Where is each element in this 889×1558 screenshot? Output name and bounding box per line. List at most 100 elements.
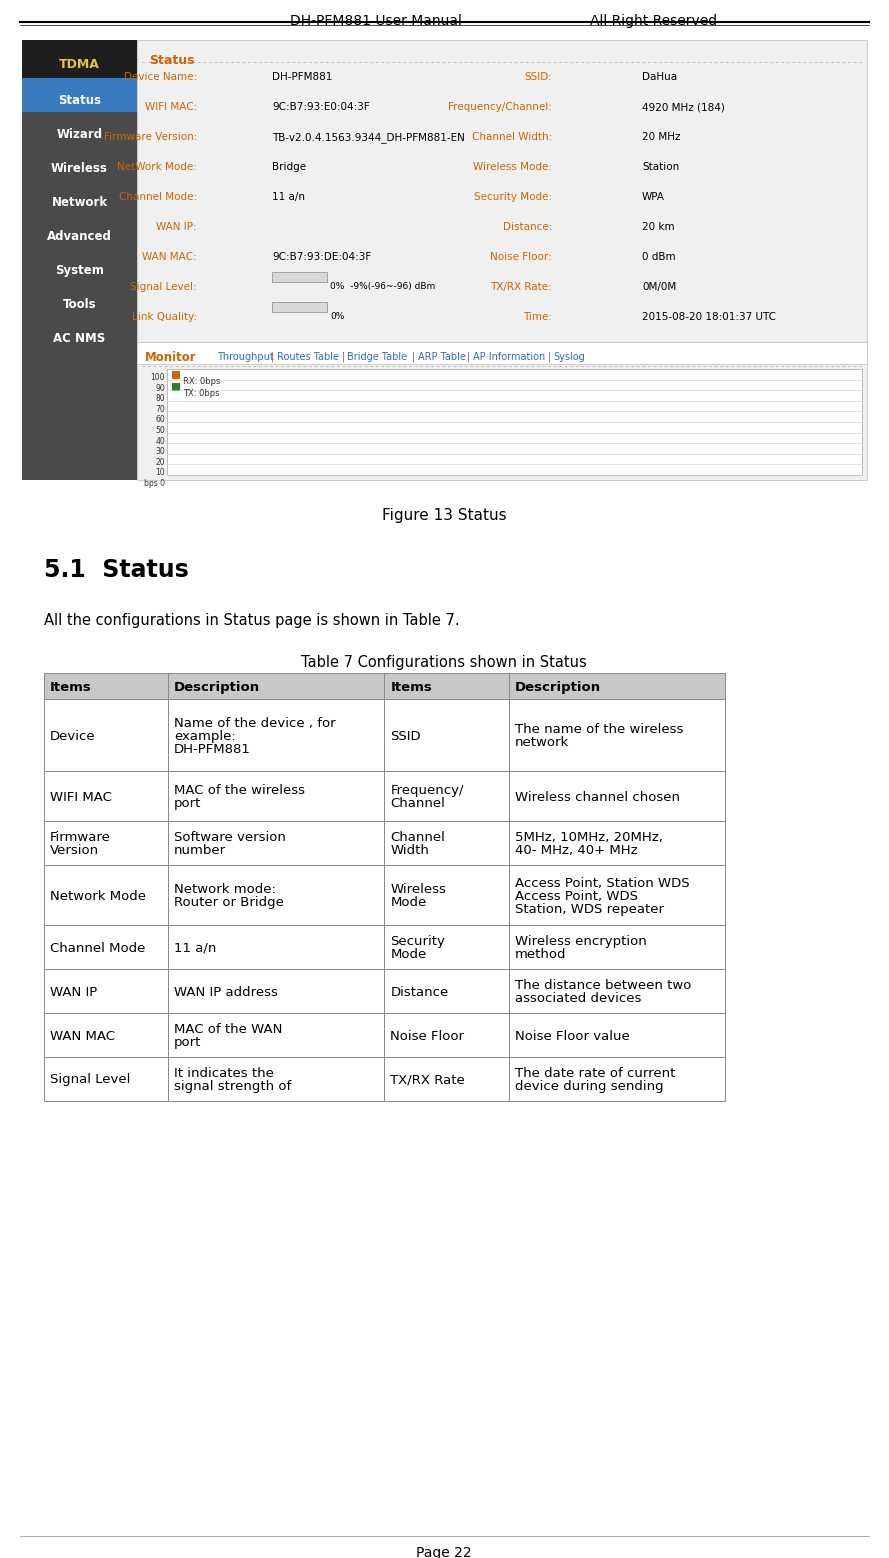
- Text: 5.1  Status: 5.1 Status: [44, 558, 188, 583]
- Text: DH-PFM881: DH-PFM881: [272, 72, 332, 83]
- Text: DH-PFM881 User Manual: DH-PFM881 User Manual: [290, 14, 462, 28]
- Bar: [137, 343, 867, 365]
- Text: signal strength of: signal strength of: [174, 1080, 292, 1094]
- Text: Noise Floor: Noise Floor: [390, 1030, 464, 1042]
- Bar: [172, 383, 180, 391]
- Text: Noise Floor value: Noise Floor value: [515, 1030, 629, 1042]
- Text: Device: Device: [50, 729, 96, 743]
- Bar: [22, 41, 137, 480]
- Text: 80: 80: [156, 394, 165, 404]
- Bar: [272, 302, 327, 312]
- Text: Version: Version: [50, 844, 100, 857]
- Text: 0%: 0%: [330, 312, 344, 321]
- Text: |: |: [548, 352, 550, 363]
- Text: example:: example:: [174, 729, 236, 743]
- Bar: [168, 969, 384, 1013]
- Bar: [168, 771, 384, 821]
- Bar: [384, 1013, 509, 1056]
- Text: Wizard: Wizard: [56, 128, 102, 140]
- Text: Bridge: Bridge: [272, 162, 306, 171]
- Text: Access Point, WDS: Access Point, WDS: [515, 890, 637, 902]
- Bar: [509, 865, 725, 925]
- Text: Description: Description: [515, 681, 601, 693]
- Text: Name of the device , for: Name of the device , for: [174, 717, 336, 729]
- Text: Bridge Table: Bridge Table: [348, 352, 407, 361]
- Text: Station: Station: [642, 162, 679, 171]
- Text: 5MHz, 10MHz, 20MHz,: 5MHz, 10MHz, 20MHz,: [515, 830, 662, 844]
- Text: 20: 20: [156, 458, 165, 467]
- Bar: [22, 78, 137, 112]
- Bar: [509, 771, 725, 821]
- Bar: [384, 1056, 509, 1102]
- Text: 0%  -9%(-96~-96) dBm: 0% -9%(-96~-96) dBm: [330, 282, 436, 291]
- Text: TX/RX Rate:: TX/RX Rate:: [490, 282, 552, 291]
- Text: TX: 0bps: TX: 0bps: [183, 390, 220, 397]
- Text: WIFI MAC:: WIFI MAC:: [145, 101, 197, 112]
- Bar: [44, 700, 168, 771]
- Text: The date rate of current: The date rate of current: [515, 1067, 675, 1080]
- Text: Channel: Channel: [390, 798, 445, 810]
- Text: Channel: Channel: [390, 830, 445, 844]
- Text: Firmware: Firmware: [50, 830, 111, 844]
- Bar: [22, 112, 137, 146]
- Text: |: |: [412, 352, 415, 363]
- Bar: [22, 316, 137, 351]
- Text: Frequency/Channel:: Frequency/Channel:: [448, 101, 552, 112]
- Text: 0 dBm: 0 dBm: [642, 252, 676, 262]
- Bar: [384, 700, 509, 771]
- Text: Wireless channel chosen: Wireless channel chosen: [515, 790, 679, 804]
- Bar: [384, 865, 509, 925]
- Text: Network mode:: Network mode:: [174, 883, 276, 896]
- Text: TX/RX Rate: TX/RX Rate: [390, 1073, 465, 1086]
- Text: Width: Width: [390, 844, 429, 857]
- Bar: [44, 821, 168, 865]
- Text: port: port: [174, 1036, 202, 1049]
- Bar: [509, 925, 725, 969]
- Text: WPA: WPA: [642, 192, 665, 203]
- Text: Syslog: Syslog: [553, 352, 585, 361]
- Text: TDMA: TDMA: [59, 58, 100, 70]
- Bar: [384, 925, 509, 969]
- Text: Mode: Mode: [390, 896, 427, 908]
- Text: System: System: [55, 263, 104, 276]
- Text: Channel Mode:: Channel Mode:: [119, 192, 197, 203]
- Text: SSID:: SSID:: [525, 72, 552, 83]
- Text: MAC of the WAN: MAC of the WAN: [174, 1024, 283, 1036]
- Bar: [44, 1056, 168, 1102]
- Text: Figure 13 Status: Figure 13 Status: [381, 508, 507, 523]
- Bar: [509, 821, 725, 865]
- Text: network: network: [515, 735, 569, 749]
- Text: |: |: [467, 352, 470, 363]
- Bar: [22, 213, 137, 248]
- Text: AP Information: AP Information: [473, 352, 545, 361]
- Bar: [44, 925, 168, 969]
- Text: port: port: [174, 798, 202, 810]
- Text: Items: Items: [50, 681, 92, 693]
- Text: Distance: Distance: [390, 986, 449, 999]
- Text: The name of the wireless: The name of the wireless: [515, 723, 683, 735]
- Text: MAC of the wireless: MAC of the wireless: [174, 784, 305, 798]
- Text: device during sending: device during sending: [515, 1080, 663, 1094]
- Text: |: |: [271, 352, 274, 363]
- Text: Station, WDS repeater: Station, WDS repeater: [515, 902, 663, 916]
- Bar: [272, 273, 327, 282]
- Text: 40: 40: [156, 436, 165, 446]
- Text: method: method: [515, 947, 566, 961]
- Bar: [168, 821, 384, 865]
- Text: DaHua: DaHua: [642, 72, 677, 83]
- Bar: [509, 969, 725, 1013]
- Bar: [384, 821, 509, 865]
- Bar: [168, 925, 384, 969]
- Bar: [509, 700, 725, 771]
- Text: 0M/0M: 0M/0M: [642, 282, 677, 291]
- Text: 60: 60: [156, 416, 165, 424]
- Text: Page 22: Page 22: [416, 1546, 472, 1558]
- Text: Wireless: Wireless: [51, 162, 108, 174]
- Text: Noise Floor:: Noise Floor:: [490, 252, 552, 262]
- Text: 11 a/n: 11 a/n: [272, 192, 305, 203]
- Text: All the configurations in Status page is shown in Table 7.: All the configurations in Status page is…: [44, 612, 460, 628]
- Text: 20 km: 20 km: [642, 221, 675, 232]
- Bar: [168, 865, 384, 925]
- Text: Access Point, Station WDS: Access Point, Station WDS: [515, 877, 689, 890]
- Bar: [22, 41, 137, 78]
